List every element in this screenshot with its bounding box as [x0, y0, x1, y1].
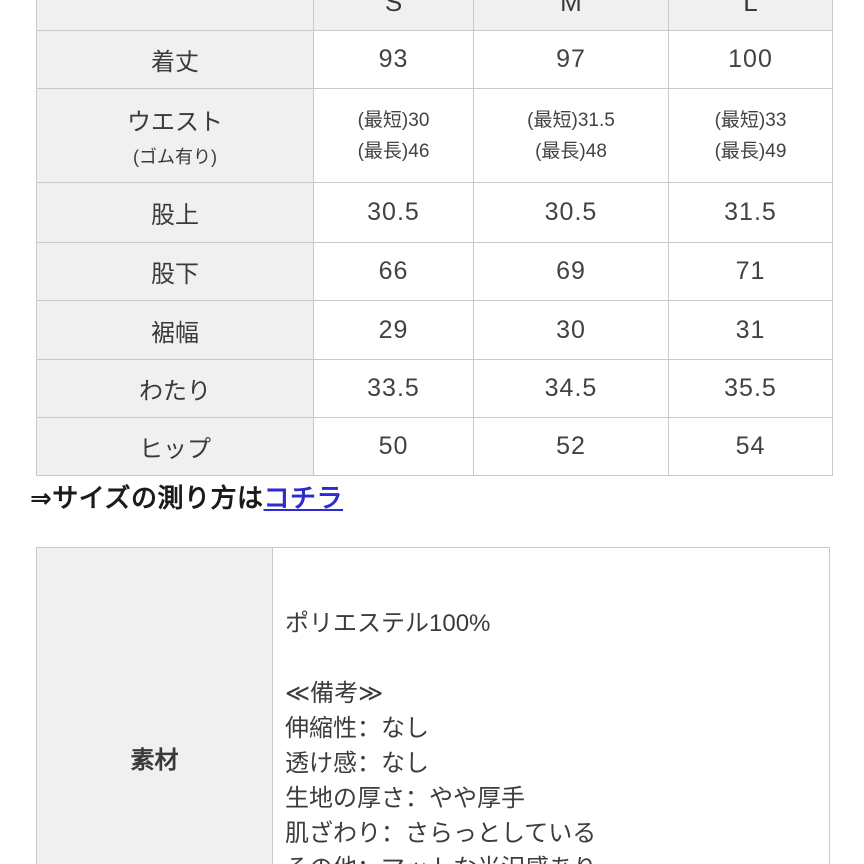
material-line: 生地の厚さ：やや厚手: [285, 785, 525, 812]
row-label-hip: ヒップ: [36, 417, 314, 476]
size-col-header-l: L: [668, 0, 833, 31]
size-guide-link[interactable]: コチラ: [263, 483, 344, 513]
material-line: ≪備考≫: [285, 680, 384, 707]
size-cell: 97: [473, 30, 669, 89]
size-table: S M L 着丈 93 97 100 ウエスト (ゴム有り) (最短)30 (最…: [36, 0, 833, 476]
row-label-hem-width: 裾幅: [36, 300, 314, 360]
row-label-rise: 股上: [36, 182, 314, 243]
row-label-thigh: わたり: [36, 359, 314, 418]
size-row-length: 着丈 93 97 100: [36, 30, 833, 89]
size-cell: 52: [473, 417, 669, 476]
size-cell: 30.5: [313, 182, 474, 243]
size-row-rise: 股上 30.5 30.5 31.5: [36, 182, 833, 243]
material-content: ポリエステル100% ≪備考≫ 伸縮性：なし 透け感：なし 生地の厚さ：やや厚手…: [272, 547, 830, 864]
size-header-corner: [36, 0, 314, 31]
size-cell: 71: [668, 242, 833, 301]
row-label-waist: ウエスト (ゴム有り): [36, 88, 314, 183]
size-cell: (最短)31.5 (最長)48: [473, 88, 669, 183]
size-cell: 30: [473, 300, 669, 360]
size-row-waist: ウエスト (ゴム有り) (最短)30 (最長)46 (最短)31.5 (最長)4…: [36, 88, 833, 183]
material-label: 素材: [36, 547, 273, 864]
size-cell: 30.5: [473, 182, 669, 243]
material-line-blank: [285, 641, 829, 676]
size-cell: (最短)30 (最長)46: [313, 88, 474, 183]
row-label-waist-main: ウエスト: [127, 109, 223, 136]
size-cell: 50: [313, 417, 474, 476]
material-line: ポリエステル100%: [285, 610, 491, 637]
material-line: 肌ざわり：さらっとしている: [285, 820, 597, 847]
material-line: 透け感：なし: [285, 750, 429, 777]
size-cell: 31: [668, 300, 833, 360]
size-cell: 31.5: [668, 182, 833, 243]
size-cell: 100: [668, 30, 833, 89]
material-line: その他：マットな光沢感あり: [285, 851, 829, 864]
row-label-inseam: 股下: [36, 242, 314, 301]
row-label-waist-sub: (ゴム有り): [133, 147, 217, 167]
size-row-inseam: 股下 66 69 71: [36, 242, 833, 301]
size-cell: 34.5: [473, 359, 669, 418]
size-row-hip: ヒップ 50 52 54: [36, 417, 833, 476]
size-row-thigh: わたり 33.5 34.5 35.5: [36, 359, 833, 418]
row-label-length: 着丈: [36, 30, 314, 89]
size-cell: 29: [313, 300, 474, 360]
material-table: 素材 ポリエステル100% ≪備考≫ 伸縮性：なし 透け感：なし 生地の厚さ：や…: [36, 547, 830, 864]
size-cell: 93: [313, 30, 474, 89]
size-cell: 33.5: [313, 359, 474, 418]
size-col-header-s: S: [313, 0, 474, 31]
size-row-hem-width: 裾幅 29 30 31: [36, 300, 833, 360]
size-cell: 66: [313, 242, 474, 301]
material-line: 伸縮性：なし: [285, 715, 429, 742]
size-cell: 69: [473, 242, 669, 301]
size-cell: (最短)33 (最長)49: [668, 88, 833, 183]
size-col-header-m: M: [473, 0, 669, 31]
size-guide-prefix: ⇒サイズの測り方は: [30, 483, 264, 513]
size-guide-line: ⇒サイズの測り方はコチラ: [30, 478, 343, 515]
size-cell: 35.5: [668, 359, 833, 418]
size-cell: 54: [668, 417, 833, 476]
size-table-header-row: S M L: [36, 0, 833, 31]
